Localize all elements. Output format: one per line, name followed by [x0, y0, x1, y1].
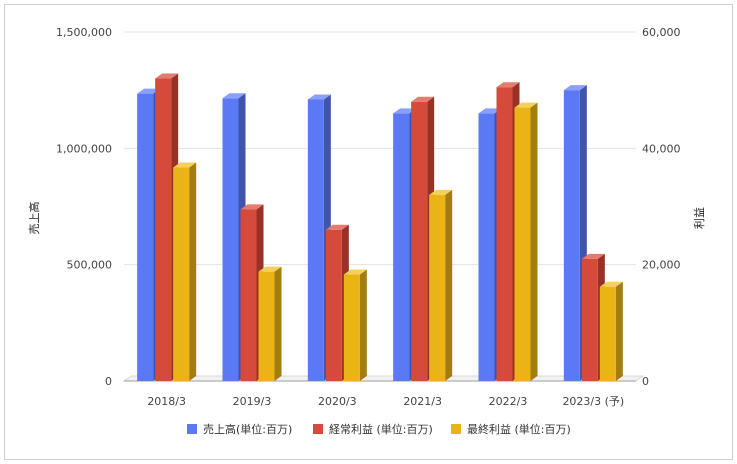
bar-top [429, 189, 453, 195]
category-label: 2020/3 [318, 395, 357, 408]
right-axis-title: 利益 [692, 207, 706, 229]
gridlines [124, 31, 636, 266]
category-label: 2022/3 [489, 395, 528, 408]
bar-front [514, 107, 531, 381]
bar-front [581, 258, 598, 381]
bar-top [581, 253, 605, 259]
left-tick-label: 500,000 [67, 259, 113, 272]
left-axis-title: 売上高 [27, 202, 41, 235]
bar-front [478, 113, 495, 381]
bar-net-profit [343, 269, 367, 381]
bar-front [496, 87, 513, 381]
category-label: 2018/3 [147, 395, 186, 408]
legend-item: 売上高(単位:百万) [187, 422, 292, 436]
bar-net-profit [258, 266, 282, 381]
bar-front [222, 98, 239, 381]
bar-front [258, 271, 275, 381]
bar-top [155, 73, 179, 79]
bar-front [307, 99, 324, 382]
bar-top [514, 102, 538, 108]
legend: 売上高(単位:百万) 経常利益 (単位:百万) 最終利益 (単位:百万) [187, 422, 571, 436]
bar-top [307, 94, 331, 100]
chart-frame [4, 4, 733, 460]
category-label: 2021/3 [403, 395, 442, 408]
bar-front [240, 209, 257, 381]
left-tick-label: 0 [105, 375, 112, 388]
bar-top [258, 266, 282, 272]
bar-top [343, 269, 367, 275]
bar-top [173, 162, 197, 168]
bar-top [496, 82, 520, 88]
legend-label: 最終利益 (単位:百万) [467, 422, 571, 436]
axes: 0 500,000 1,000,000 1,500,000 0 20,000 40,000 6… [56, 26, 680, 408]
legend-swatch [313, 424, 323, 434]
right-tick-label: 60,000 [642, 26, 681, 39]
right-tick-label: 20,000 [642, 259, 681, 272]
right-tick-label: 0 [642, 375, 649, 388]
legend-label: 売上高(単位:百万) [203, 422, 292, 436]
bar-net-profit [173, 162, 197, 381]
legend-swatch [187, 424, 197, 434]
bar-top [325, 224, 349, 230]
bar-side [445, 189, 453, 381]
legend-label: 経常利益 (単位:百万) [329, 422, 433, 436]
bar-front [563, 90, 580, 382]
bar-front [173, 167, 190, 381]
bar-side [274, 266, 282, 381]
bar-front [155, 78, 172, 382]
bar-front [325, 229, 342, 381]
legend-swatch [451, 424, 461, 434]
bar-ordinary-profit [240, 204, 264, 381]
bars [137, 73, 623, 382]
category-label: 2023/3 (予) [562, 395, 624, 408]
left-tick-label: 1,000,000 [56, 142, 112, 155]
left-tick-label: 1,500,000 [56, 26, 112, 39]
bar-top [563, 85, 587, 91]
bar-top [478, 108, 502, 114]
bar-top [137, 88, 161, 94]
bar-net-profit [429, 189, 453, 381]
bar-top [222, 93, 246, 99]
bar-top [411, 96, 435, 102]
bar-front [429, 194, 446, 381]
bar-top [599, 281, 623, 287]
bar-side [530, 102, 538, 381]
bar-side [615, 281, 623, 381]
bar-front [411, 101, 428, 382]
legend-item: 経常利益 (単位:百万) [313, 422, 433, 436]
bar-net-profit [514, 102, 538, 381]
right-tick-label: 40,000 [642, 142, 681, 155]
bar-front [599, 286, 616, 381]
bar-front [137, 93, 154, 381]
bar-front [343, 274, 360, 381]
bar-top [240, 204, 264, 210]
bar-top [393, 108, 417, 114]
legend-item: 最終利益 (単位:百万) [451, 422, 571, 436]
category-label: 2019/3 [233, 395, 272, 408]
bar-side [189, 162, 197, 381]
bar-front [393, 113, 410, 381]
bar-net-profit [599, 281, 623, 381]
bar-side [359, 269, 367, 381]
